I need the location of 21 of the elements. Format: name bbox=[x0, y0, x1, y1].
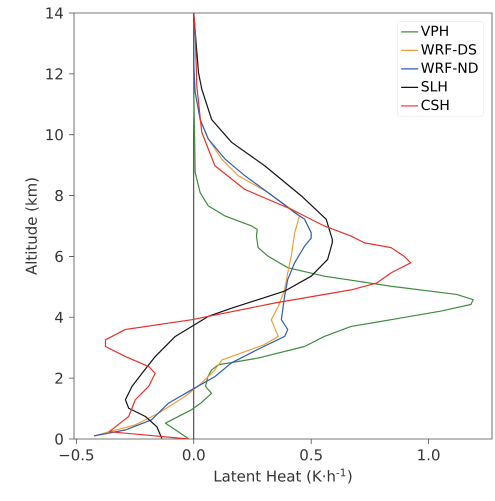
y-tick-label: 4 bbox=[55, 312, 63, 323]
y-tick-label: 0 bbox=[55, 433, 63, 445]
y-tick-label: 6 bbox=[55, 250, 63, 262]
x-tick-label: −0.5 bbox=[60, 449, 94, 460]
legend-label: VPH bbox=[420, 26, 448, 36]
y-tick-label: 8 bbox=[55, 190, 63, 202]
y-tick-label: 12 bbox=[46, 68, 62, 80]
legend-label: WRF-DS bbox=[421, 44, 476, 55]
x-axis-title: Latent Heat (K·h$^{-1}$) bbox=[214, 468, 352, 484]
line-series bbox=[104, 12, 412, 439]
x-tick-label: 0.0 bbox=[182, 449, 205, 460]
y-tick-label: 14 bbox=[46, 8, 63, 18]
legend-label: CSH bbox=[422, 100, 448, 110]
legend-label: WRF-ND bbox=[421, 62, 478, 73]
y-tick-label: 2 bbox=[55, 372, 62, 384]
y-tick-label: 10 bbox=[46, 129, 63, 140]
x-tick-label: 0.5 bbox=[300, 449, 322, 460]
y-axis-title: Altitude (km) bbox=[25, 178, 39, 275]
x-tick-label: 1.0 bbox=[418, 449, 440, 460]
line-series bbox=[93, 12, 312, 437]
legend-label: SLH bbox=[422, 81, 446, 92]
